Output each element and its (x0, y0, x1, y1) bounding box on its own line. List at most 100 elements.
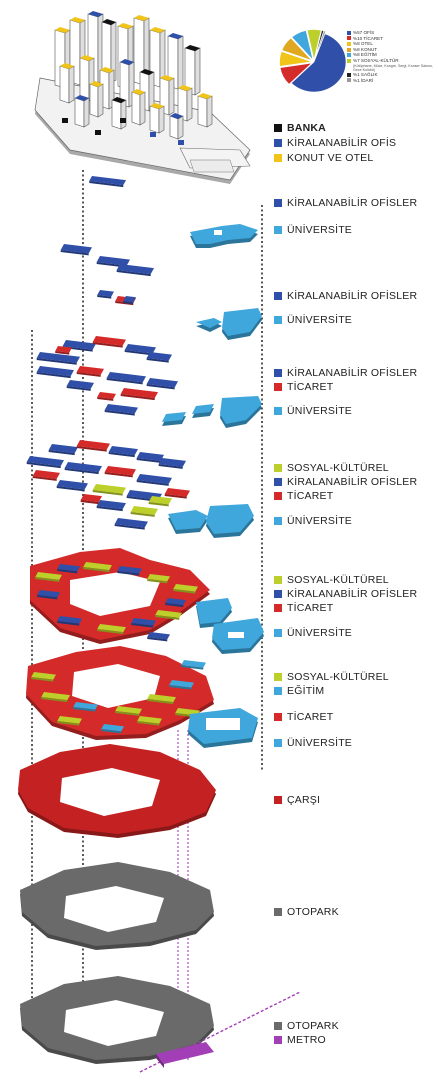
office-block-edge (37, 595, 58, 600)
legend-label: METRO (287, 1034, 326, 1046)
legend-label: ÜNİVERSİTE (287, 737, 353, 749)
legend-label: ÜNİVERSİTE (287, 515, 353, 527)
legend-swatch (274, 199, 282, 207)
tower-roof (88, 11, 103, 17)
office-block (36, 352, 80, 363)
office-block (57, 564, 80, 572)
legend-swatch (274, 292, 282, 300)
legend-swatch (274, 604, 282, 612)
retail-block-edge (76, 446, 107, 452)
office-block-edge (89, 181, 124, 188)
cultural-block-edge (148, 502, 169, 507)
tower-side (177, 35, 184, 90)
office-block-edge (57, 621, 80, 626)
pie-slice (281, 37, 313, 61)
podium-accent (150, 132, 156, 137)
tower-roof (118, 23, 133, 29)
cultural-block-edge (147, 579, 168, 584)
level6-legend-item: TİCARET (274, 711, 333, 723)
retail-block (76, 440, 110, 450)
tower-side (186, 87, 193, 122)
retail-block (164, 488, 190, 497)
cultural-block-edge (173, 589, 196, 594)
cultural-block-edge (115, 711, 140, 716)
level5-legend-item: TİCARET (274, 602, 333, 614)
tower-roof (140, 69, 154, 75)
office-block (57, 616, 82, 624)
legend-swatch (274, 739, 282, 747)
tower (89, 83, 99, 118)
office-block (124, 344, 156, 354)
retail-block-edge (164, 494, 187, 499)
legend-kiralanabilir-ofis: KİRALANABİLİR OFİS (274, 137, 396, 149)
office-block (136, 474, 172, 484)
cultural-block (115, 706, 142, 714)
tower-roof (75, 95, 89, 101)
university-block (196, 598, 232, 624)
legend-label: KİRALANABİLİR OFİSLER (287, 367, 418, 379)
office-block (36, 366, 74, 377)
tower-roof (198, 93, 212, 99)
cultural-block-edge (137, 721, 160, 726)
legend-swatch (274, 713, 282, 721)
office-block-edge (64, 468, 99, 475)
education-block-edge (181, 665, 204, 670)
university-block (222, 308, 262, 336)
level4-legend-item: TİCARET (274, 490, 333, 502)
office-block (165, 598, 186, 606)
cultural-block-edge (35, 577, 60, 582)
office-block (96, 500, 126, 510)
legend-swatch (274, 517, 282, 525)
office-block (131, 618, 156, 626)
level6-legend-item: ÜNİVERSİTE (274, 737, 352, 749)
tower (79, 57, 90, 102)
legend-swatch (274, 316, 282, 324)
tower-side (83, 97, 90, 128)
cultural-block (147, 574, 170, 582)
education-block (181, 660, 206, 668)
level4-legend-item: ÜNİVERSİTE (274, 515, 352, 527)
legend-swatch (274, 154, 282, 162)
legend-swatch (274, 908, 282, 916)
pie-legend-swatch (347, 58, 351, 63)
retail-block-edge (92, 342, 123, 348)
legend-label: ÇARŞI (287, 794, 321, 806)
retail-block (55, 346, 72, 353)
office-block (64, 462, 102, 473)
cultural-block-edge (57, 721, 80, 726)
podium-accent (95, 130, 101, 135)
legend-swatch (274, 383, 282, 391)
retail-block-edge (120, 394, 155, 401)
education-block-edge (169, 685, 192, 690)
legend-swatch (274, 1036, 282, 1044)
legend-label: EĞİTİM (287, 685, 325, 697)
level2-legend-item: ÜNİVERSİTE (274, 314, 352, 326)
cultural-block (97, 624, 126, 633)
university-block (206, 504, 254, 534)
office-block (66, 380, 94, 389)
retail-block-edge (97, 397, 114, 401)
office-block (37, 590, 60, 598)
office-block (158, 458, 186, 467)
office-block (147, 632, 170, 640)
office-block (60, 244, 92, 254)
pie-legend-label: %8 KONUT (353, 46, 377, 52)
level3-legend-item: KİRALANABİLİR OFİSLER (274, 367, 417, 379)
podium-accent (62, 118, 68, 123)
legend-label: KONUT VE OTEL (287, 152, 374, 164)
cultural-block (35, 572, 62, 580)
legend-label: TİCARET (287, 381, 334, 393)
retail-block (80, 494, 102, 503)
university-block (220, 396, 262, 424)
tower-roof (160, 75, 174, 81)
cultural-block (31, 672, 56, 680)
legend-label: TİCARET (287, 490, 334, 502)
tower-roof (132, 89, 145, 95)
tower-roof (134, 15, 149, 21)
legend-label: SOSYAL-KÜLTÜREL (287, 671, 389, 683)
legend-label: SOSYAL-KÜLTÜREL (287, 574, 389, 586)
office-block-edge (146, 358, 169, 363)
retail-atrium-void (72, 664, 160, 708)
tower-side (158, 105, 165, 134)
